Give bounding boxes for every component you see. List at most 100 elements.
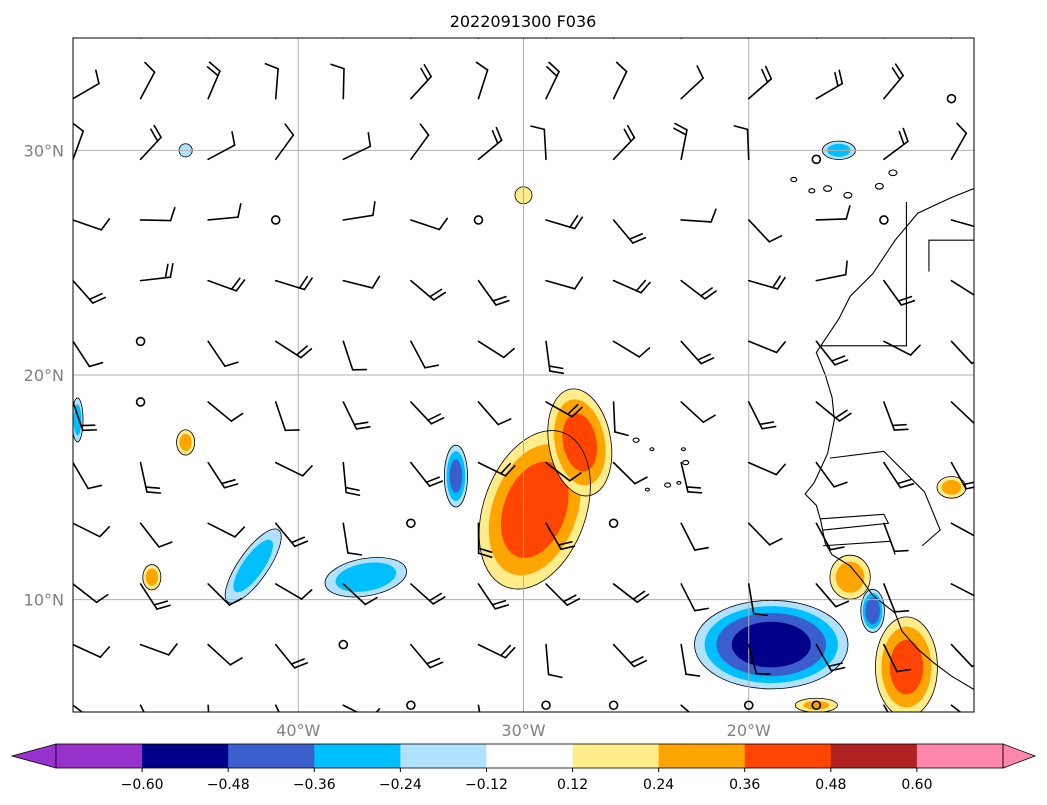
wind-barb [950, 643, 974, 668]
wind-barb [207, 203, 242, 221]
colorbar-tick-label: −0.60 [121, 777, 164, 793]
wind-barb [410, 583, 446, 605]
calm-circle [608, 518, 619, 529]
wind-barb [410, 340, 440, 369]
island [823, 185, 833, 192]
calm-circle [406, 518, 416, 529]
wind-barb [747, 401, 777, 430]
wind-barb [73, 279, 107, 304]
wind-barb [477, 704, 485, 712]
colorbar-tick-label: 0.60 [901, 777, 932, 793]
wind-barb [612, 38, 628, 39]
wind-barb [747, 38, 758, 39]
calm-circle [811, 700, 822, 711]
wind-barb [477, 643, 516, 659]
wind-barb [73, 522, 111, 538]
wind-barb [330, 63, 345, 100]
island [682, 459, 690, 466]
wind-barb [747, 219, 783, 243]
wind-barb [815, 69, 844, 100]
wind-barb [73, 69, 100, 100]
wind-barb [410, 123, 430, 161]
contour-line [224, 528, 282, 604]
wind-barb [410, 217, 449, 231]
wind-barb [477, 340, 515, 359]
map-plot-area [73, 38, 974, 712]
wind-barb [680, 65, 704, 100]
wind-barb [680, 208, 717, 223]
wind-barb [139, 704, 155, 712]
contour-fill [731, 621, 811, 668]
calm-circle [879, 215, 889, 225]
wind-barb [747, 340, 786, 354]
wind-barb [264, 62, 279, 100]
wind-barb [73, 401, 98, 432]
chart-title: 2022091300 F036 [450, 12, 597, 31]
wind-barb [342, 401, 371, 430]
wind-barb [680, 461, 703, 494]
contour-fill [889, 639, 924, 695]
wind-barb [139, 124, 162, 161]
colorbar-segment [830, 744, 918, 768]
wind-barb [477, 401, 512, 426]
calm-circle [743, 700, 754, 711]
wind-barb [545, 522, 576, 551]
wind-barb [477, 279, 510, 306]
wind-barb [747, 643, 771, 676]
wind-barb [747, 583, 768, 617]
wind-barbs [73, 38, 974, 712]
wind-barb [612, 61, 628, 100]
wind-barb [73, 704, 98, 712]
wind-barb [680, 583, 709, 612]
country-border [829, 450, 941, 547]
contour-line [176, 429, 196, 456]
wind-barb [477, 126, 503, 161]
wind-barb [612, 643, 648, 668]
wind-barb [815, 522, 845, 551]
wind-barb [207, 643, 243, 666]
wind-barb [139, 263, 174, 282]
wind-barb [545, 61, 560, 100]
island [664, 482, 672, 488]
y-tick-label: 20°N [24, 366, 64, 385]
wind-barb [207, 461, 239, 489]
contour-line [794, 697, 838, 712]
wind-barb [815, 260, 848, 282]
x-tick-label: 40°W [276, 721, 320, 740]
wind-barb [73, 38, 91, 39]
contour-fill [73, 404, 82, 436]
calm-circle [811, 154, 822, 165]
wind-barb [545, 215, 584, 230]
wind-barb [342, 38, 345, 39]
x-tick-label: 20°W [727, 721, 771, 740]
colorbar-under-extend [10, 743, 57, 769]
wind-barb [342, 340, 368, 371]
island [874, 182, 884, 190]
wind-barb [274, 643, 309, 669]
wind-barb [815, 38, 831, 39]
wind-barb [883, 522, 909, 553]
wind-barb [883, 401, 909, 431]
wind-barb [274, 401, 300, 432]
wind-barb [139, 522, 173, 548]
wind-barb [274, 583, 313, 600]
wind-barb [733, 125, 750, 161]
wind-barb [950, 401, 974, 424]
colorbar-tick-label: 0.48 [815, 777, 846, 793]
x-tick-label: 30°W [501, 721, 545, 740]
colorbar-segment [56, 744, 143, 768]
colorbar-segment [658, 744, 746, 768]
colorbar-frame [55, 743, 1004, 769]
wind-barb [612, 340, 651, 358]
africa-coastline [804, 188, 974, 691]
wind-barb [274, 123, 295, 161]
wind-barb [139, 38, 155, 39]
wind-barb [883, 583, 910, 613]
contour-fill [803, 700, 830, 710]
wind-barb [612, 583, 650, 604]
colorbar-tick-label: −0.48 [207, 777, 250, 793]
contour-line [73, 397, 84, 443]
contour-line [547, 388, 613, 497]
wind-barb [207, 704, 211, 712]
country-border [820, 513, 890, 531]
